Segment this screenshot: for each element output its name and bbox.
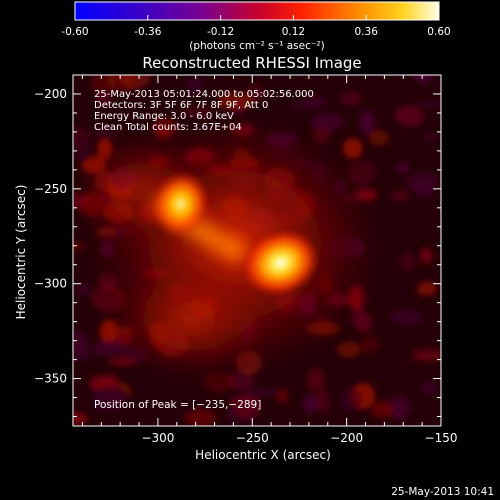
y-tick-label: −300 xyxy=(34,277,67,291)
annotation-line: 25-May-2013 05:01:24.000 to 05:02:56.000 xyxy=(94,89,314,100)
noise-blob xyxy=(291,100,314,111)
footer-timestamp: 25-May-2013 10:41 xyxy=(391,486,494,498)
noise-blob xyxy=(340,91,363,105)
noise-blob xyxy=(183,106,213,118)
y-tick-label: −350 xyxy=(34,372,67,386)
noise-blob xyxy=(92,126,117,139)
annotation-line: Detectors: 3F 5F 6F 7F 8F 9F, Att 0 xyxy=(94,100,268,111)
noise-blob xyxy=(73,412,88,425)
noise-blob xyxy=(339,387,362,412)
colorbar-unit-label: (photons cm⁻² s⁻¹ asec⁻²) xyxy=(189,40,324,52)
sources xyxy=(150,170,320,297)
noise-blob xyxy=(302,394,317,415)
noise-blob xyxy=(107,75,138,92)
noise-blob xyxy=(371,401,394,419)
peak-position-label: Position of Peak = [−235,−289] xyxy=(94,399,261,411)
colorbar-tick-label: -0.36 xyxy=(134,26,161,38)
noise-blob xyxy=(415,99,441,109)
noise-blob xyxy=(228,396,257,406)
noise-blob xyxy=(420,383,438,395)
noise-blob xyxy=(360,110,375,134)
y-tick-label: −200 xyxy=(34,87,67,101)
noise-blob xyxy=(337,341,362,358)
colorbar-tick-label: -0.60 xyxy=(61,26,88,38)
noise-blob xyxy=(405,171,439,192)
y-axis: −200 −250 −300 −350 xyxy=(34,74,441,418)
noise-blob xyxy=(313,390,331,413)
colorbar-gradient xyxy=(74,1,440,21)
annotation-line: Energy Range: 3.0 - 6.0 keV xyxy=(94,111,234,122)
noise-blob xyxy=(101,374,120,389)
y-axis-label: Heliocentric Y (arcsec) xyxy=(14,185,28,320)
noise-blob xyxy=(361,335,379,353)
noise-blob xyxy=(424,133,440,142)
colorbar: -0.60 -0.36 -0.12 0.12 0.36 0.60 (photons cm⁻… xyxy=(61,1,451,52)
colorbar-tick-label: 0.60 xyxy=(427,26,450,38)
noise-blob xyxy=(416,281,437,296)
x-tick-label: −200 xyxy=(330,431,363,445)
noise-blob xyxy=(390,189,409,203)
source-peak xyxy=(150,170,211,238)
colorbar-tick-label: 0.12 xyxy=(282,26,305,38)
noise-blob xyxy=(188,75,202,96)
noise-blob xyxy=(411,349,441,362)
noise-blob xyxy=(244,388,280,397)
noise-blob xyxy=(368,129,389,146)
noise-blob xyxy=(217,92,253,111)
noise-blob xyxy=(73,242,85,250)
colorbar-tick-label: 0.36 xyxy=(355,26,379,38)
noise-blob xyxy=(390,309,423,326)
colorbar-tick-label: -0.12 xyxy=(207,26,234,38)
noise-blob xyxy=(276,388,289,403)
colorbar-ticks: -0.60 -0.36 -0.12 0.12 0.36 0.60 xyxy=(61,15,451,38)
noise-blob xyxy=(73,340,91,362)
x-tick-label: −150 xyxy=(425,431,458,445)
noise-blob xyxy=(94,386,128,410)
x-tick-label: −250 xyxy=(236,431,269,445)
source-peak xyxy=(241,228,320,297)
noise-blob xyxy=(342,138,363,159)
annotation-line: Clean Total counts: 3.67E+04 xyxy=(94,122,242,133)
noise-blob xyxy=(95,92,112,106)
plot-frame xyxy=(72,74,442,427)
x-tick-label: −300 xyxy=(141,431,174,445)
noise-blob xyxy=(307,368,325,392)
x-axis: −300 −250 −200 −150 xyxy=(81,75,458,445)
noise-blob xyxy=(75,282,92,296)
noise-blob xyxy=(419,248,433,264)
noise-blob xyxy=(311,113,344,131)
image-plot xyxy=(73,75,441,426)
noise-blob xyxy=(396,162,410,174)
x-axis-label: Heliocentric X (arcsec) xyxy=(195,448,331,462)
annotations: 25-May-2013 05:01:24.000 to 05:02:56.000… xyxy=(94,89,314,133)
noise-blob xyxy=(184,408,217,426)
y-tick-label: −250 xyxy=(34,182,67,196)
chart-title: Reconstructed RHESSI Image xyxy=(142,54,361,72)
noise-blob xyxy=(388,395,410,421)
noise-blob xyxy=(395,106,425,127)
noise-blob xyxy=(398,253,417,270)
